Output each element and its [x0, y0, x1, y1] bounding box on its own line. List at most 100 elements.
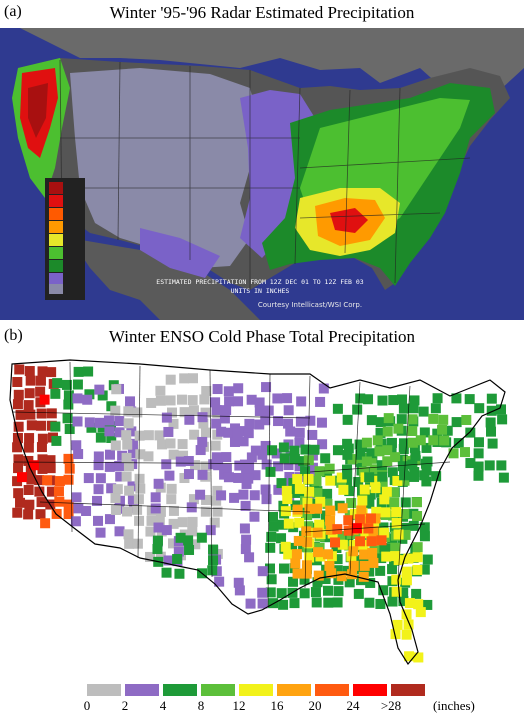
station-square — [375, 598, 386, 609]
station-square — [145, 551, 156, 562]
station-square — [343, 515, 354, 526]
station-square — [15, 497, 26, 508]
station-square — [36, 442, 47, 453]
station-square — [283, 418, 294, 429]
station-square — [363, 523, 374, 534]
station-square — [244, 552, 255, 563]
station-square — [46, 367, 57, 378]
station-square — [83, 366, 94, 377]
radar-legend — [45, 178, 85, 300]
legend-tick: 12 — [232, 698, 246, 713]
station-square — [45, 463, 56, 474]
station-square — [364, 566, 375, 577]
station-square — [278, 599, 289, 610]
station-square — [150, 503, 161, 514]
station-square — [210, 440, 221, 451]
legend-swatch — [49, 182, 63, 194]
station-square — [208, 555, 219, 566]
station-square — [419, 522, 430, 533]
station-square — [254, 419, 265, 430]
station-square — [250, 470, 261, 481]
station-square — [240, 500, 251, 511]
station-square — [401, 575, 412, 586]
station-square — [348, 546, 359, 557]
purple-southwest — [140, 228, 220, 278]
station-square — [293, 535, 304, 546]
station-square — [317, 439, 328, 450]
station-square — [54, 496, 65, 507]
station-square — [378, 522, 389, 533]
station-square — [24, 388, 35, 399]
station-square — [346, 498, 357, 509]
station-square — [62, 413, 73, 424]
station-square — [473, 470, 484, 481]
station-square — [390, 542, 401, 553]
station-square — [246, 452, 257, 463]
station-square — [233, 383, 244, 394]
station-square — [382, 456, 393, 467]
station-square — [313, 570, 324, 581]
station-square — [289, 454, 300, 465]
station-square — [123, 418, 134, 429]
station-square — [244, 418, 255, 429]
station-square — [388, 395, 399, 406]
station-square — [382, 445, 393, 456]
station-square — [246, 394, 257, 405]
legend-tick: 4 — [159, 698, 167, 713]
station-square — [408, 520, 419, 531]
station-square — [114, 526, 125, 537]
station-square — [408, 403, 419, 414]
station-square — [346, 551, 357, 562]
legend-units: (inches) — [433, 698, 475, 713]
station-square — [359, 549, 370, 560]
station-square — [233, 472, 244, 483]
station-square — [36, 408, 47, 419]
station-square — [26, 474, 37, 485]
legend-tick: 2 — [121, 698, 129, 713]
station-square — [349, 539, 360, 550]
station-square — [265, 563, 276, 574]
station-square — [14, 364, 25, 375]
station-square — [315, 496, 326, 507]
station-square — [382, 426, 393, 437]
station-square — [214, 576, 225, 587]
station-square — [195, 445, 206, 456]
station-square — [35, 375, 46, 386]
station-square — [238, 426, 249, 437]
station-square — [419, 427, 430, 438]
station-square — [411, 497, 422, 508]
station-square — [276, 478, 287, 489]
station-square — [419, 531, 430, 542]
station-square — [267, 445, 278, 456]
station-square — [25, 375, 36, 386]
station-square — [155, 506, 166, 517]
station-square — [106, 432, 117, 443]
station-square — [15, 409, 26, 420]
station-square — [415, 607, 426, 618]
station-square — [223, 386, 234, 397]
station-square — [298, 456, 309, 467]
station-square — [163, 426, 174, 437]
station-square — [312, 527, 323, 538]
station-square — [233, 577, 244, 588]
station-square — [23, 442, 34, 453]
station-square — [302, 510, 313, 521]
station-square — [392, 619, 403, 630]
station-square — [45, 455, 56, 466]
station-square — [37, 433, 48, 444]
station-square — [358, 466, 369, 477]
station-square — [289, 598, 300, 609]
station-square — [135, 483, 146, 494]
station-square — [184, 544, 195, 555]
station-square — [379, 527, 390, 538]
station-square — [106, 483, 117, 494]
station-square — [146, 397, 157, 408]
station-square — [342, 438, 353, 449]
station-square — [63, 390, 74, 401]
station-square — [355, 393, 366, 404]
legend-tick: 16 — [270, 698, 284, 713]
station-square — [407, 414, 418, 425]
station-square — [312, 487, 323, 498]
station-square — [35, 509, 46, 520]
station-square — [397, 394, 408, 405]
